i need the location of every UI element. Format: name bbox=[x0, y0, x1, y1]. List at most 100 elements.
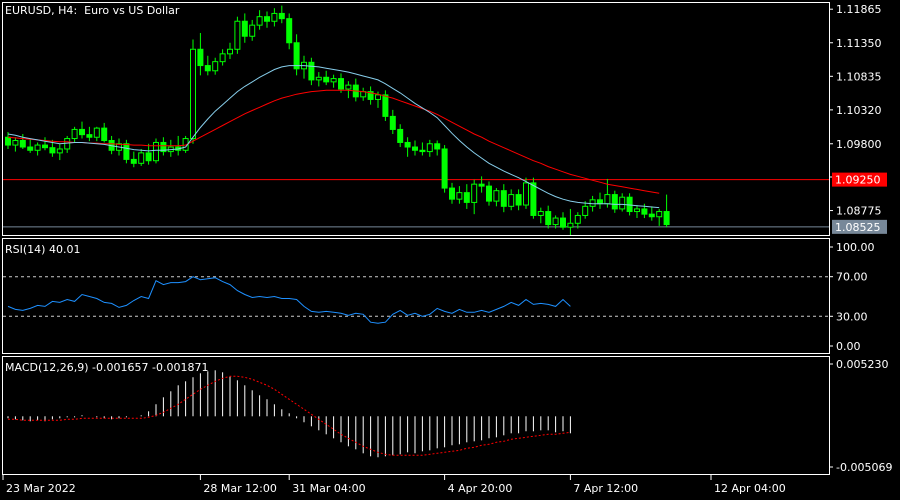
candle-body-bull bbox=[493, 190, 500, 202]
candle-body-bear bbox=[419, 149, 426, 153]
candle-body-bull bbox=[537, 211, 544, 216]
candle[interactable] bbox=[530, 177, 537, 219]
macd-panel[interactable] bbox=[7, 370, 571, 458]
candle[interactable] bbox=[567, 208, 574, 235]
candle[interactable] bbox=[86, 126, 93, 142]
candle[interactable] bbox=[197, 32, 204, 76]
candle[interactable] bbox=[212, 57, 219, 75]
price-level-badge[interactable]: 1.09250 bbox=[832, 172, 887, 187]
candle[interactable] bbox=[234, 16, 241, 54]
candle[interactable] bbox=[145, 143, 152, 165]
candle[interactable] bbox=[537, 207, 544, 224]
candle[interactable] bbox=[256, 10, 263, 30]
candle[interactable] bbox=[101, 122, 108, 143]
candle[interactable] bbox=[345, 81, 352, 99]
candle[interactable] bbox=[42, 137, 48, 151]
candle[interactable] bbox=[663, 194, 670, 228]
candle[interactable] bbox=[264, 11, 270, 28]
candle-body-bull bbox=[330, 78, 337, 83]
candle[interactable] bbox=[478, 176, 485, 193]
candle-body-bear bbox=[641, 208, 648, 215]
candle-body-bear bbox=[338, 78, 344, 90]
candle[interactable] bbox=[308, 57, 315, 86]
candle[interactable] bbox=[560, 212, 566, 230]
candle[interactable] bbox=[389, 109, 396, 134]
candle[interactable] bbox=[397, 124, 404, 148]
candle[interactable] bbox=[219, 49, 226, 66]
candle-body-bull bbox=[656, 211, 663, 218]
candle[interactable] bbox=[271, 8, 278, 27]
candle[interactable] bbox=[463, 184, 470, 209]
price-panel-frame bbox=[2, 2, 830, 236]
candle[interactable] bbox=[493, 188, 500, 207]
current-price-badge[interactable]: 1.08525 bbox=[832, 219, 887, 234]
candle-body-bull bbox=[190, 48, 196, 140]
rsi-panel[interactable] bbox=[3, 276, 829, 324]
candle[interactable] bbox=[611, 190, 618, 213]
time-tick-label: 31 Mar 04:00 bbox=[292, 482, 365, 495]
candle[interactable] bbox=[656, 208, 663, 226]
candle[interactable] bbox=[249, 19, 256, 41]
candle[interactable] bbox=[79, 121, 85, 139]
candle[interactable] bbox=[382, 90, 389, 121]
candle[interactable] bbox=[93, 126, 100, 142]
candle[interactable] bbox=[582, 201, 589, 219]
candle[interactable] bbox=[648, 206, 655, 221]
candle[interactable] bbox=[419, 142, 426, 156]
candle-body-bear bbox=[241, 20, 248, 37]
candle[interactable] bbox=[123, 139, 130, 164]
price-panel[interactable] bbox=[3, 5, 829, 235]
candle[interactable] bbox=[434, 140, 441, 156]
candle[interactable] bbox=[508, 189, 515, 211]
candle[interactable] bbox=[278, 5, 285, 24]
candle-body-bear bbox=[42, 144, 48, 149]
candle[interactable] bbox=[153, 138, 159, 164]
candle[interactable] bbox=[515, 189, 522, 211]
candle[interactable] bbox=[34, 142, 41, 156]
candle[interactable] bbox=[293, 34, 300, 76]
candle-body-bull bbox=[138, 152, 145, 164]
candle[interactable] bbox=[323, 70, 330, 86]
candle[interactable] bbox=[227, 42, 233, 60]
candle[interactable] bbox=[456, 186, 463, 204]
candle[interactable] bbox=[486, 181, 492, 206]
candle[interactable] bbox=[19, 133, 26, 149]
candle[interactable] bbox=[404, 137, 411, 157]
candle[interactable] bbox=[441, 145, 448, 193]
candle[interactable] bbox=[619, 193, 626, 212]
price-level-badge-bg bbox=[832, 172, 887, 187]
candle[interactable] bbox=[190, 39, 196, 144]
candle-body-bear bbox=[463, 192, 470, 203]
candle[interactable] bbox=[160, 137, 167, 156]
candle[interactable] bbox=[71, 126, 78, 143]
candle[interactable] bbox=[130, 151, 137, 168]
candle[interactable] bbox=[500, 184, 507, 213]
candle[interactable] bbox=[574, 212, 581, 229]
candle[interactable] bbox=[315, 72, 322, 87]
candle[interactable] bbox=[367, 86, 374, 105]
macd-tick-label: -0.005069 bbox=[836, 461, 892, 474]
candle[interactable] bbox=[338, 73, 344, 93]
candle[interactable] bbox=[138, 148, 145, 166]
candle[interactable] bbox=[241, 13, 248, 43]
candle[interactable] bbox=[552, 215, 559, 229]
candle[interactable] bbox=[412, 140, 418, 156]
candle-body-bear bbox=[49, 147, 56, 154]
candle[interactable] bbox=[426, 139, 433, 157]
candle[interactable] bbox=[523, 177, 529, 209]
candle[interactable] bbox=[449, 182, 455, 204]
candle[interactable] bbox=[545, 205, 552, 229]
candle-body-bear bbox=[441, 148, 448, 189]
candle[interactable] bbox=[634, 205, 640, 219]
candle[interactable] bbox=[12, 137, 19, 152]
candle-body-bear bbox=[278, 12, 285, 20]
candle[interactable] bbox=[27, 138, 34, 153]
candle[interactable] bbox=[330, 74, 337, 88]
candle-body-bull bbox=[93, 127, 100, 138]
macd-label: MACD(12,26,9) -0.001657 -0.001871 bbox=[5, 361, 209, 374]
candle[interactable] bbox=[56, 143, 63, 161]
candle[interactable] bbox=[204, 55, 211, 76]
candle[interactable] bbox=[471, 179, 478, 215]
candle[interactable] bbox=[286, 13, 293, 50]
